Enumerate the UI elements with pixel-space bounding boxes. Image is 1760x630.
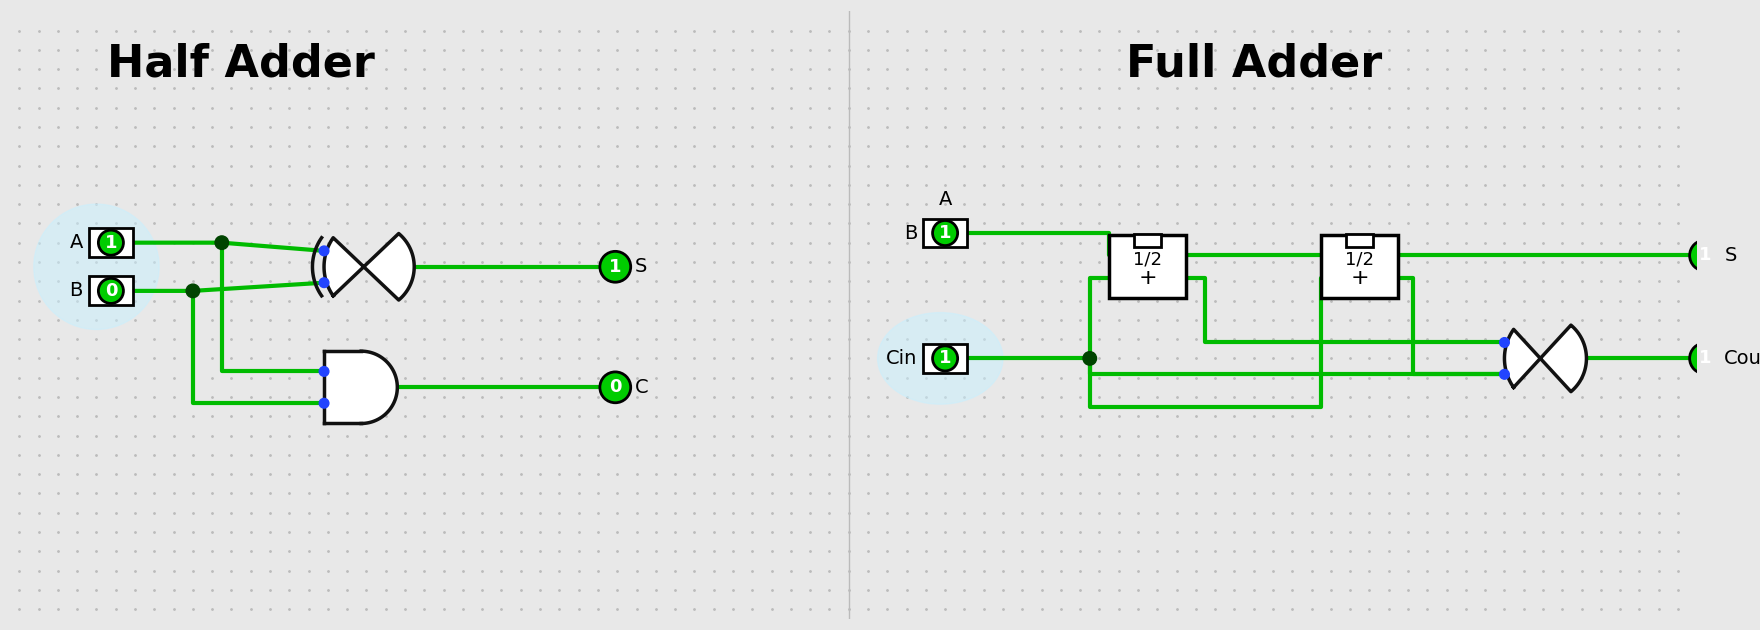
Text: S: S [635,257,648,277]
Circle shape [319,246,329,256]
Circle shape [1500,338,1510,347]
Circle shape [187,284,199,297]
Text: 1: 1 [1698,246,1711,265]
Circle shape [1690,240,1721,271]
Circle shape [319,367,329,376]
Bar [88,228,134,257]
Circle shape [933,220,957,246]
Text: 0: 0 [609,379,621,396]
Bar [88,277,134,306]
Circle shape [1500,369,1510,379]
Polygon shape [324,351,398,423]
Bar [1133,234,1162,247]
Text: B: B [70,282,83,301]
Ellipse shape [878,312,1003,404]
Bar [922,344,968,373]
Circle shape [319,278,329,287]
Circle shape [933,346,957,371]
Text: 1/2: 1/2 [1133,250,1162,268]
Circle shape [600,372,630,403]
Text: A: A [938,190,952,209]
Text: 1: 1 [609,258,621,276]
Circle shape [215,236,229,249]
Text: S: S [1725,246,1737,265]
Polygon shape [1505,325,1586,392]
Text: A: A [70,233,83,252]
Text: 1: 1 [938,350,952,367]
Ellipse shape [33,204,158,329]
Text: 1/2: 1/2 [1345,250,1375,268]
Text: 0: 0 [104,282,118,300]
Circle shape [319,398,329,408]
Text: 1: 1 [1698,350,1711,367]
Polygon shape [324,234,414,300]
Text: C: C [635,378,648,397]
Bar [1109,236,1186,298]
Text: 1: 1 [104,234,118,251]
Bar [1322,236,1399,298]
Text: +: + [1350,268,1369,289]
Text: 1: 1 [938,224,952,242]
Circle shape [99,230,123,255]
Bar [1346,234,1373,247]
Circle shape [1082,352,1096,365]
Bar [922,219,968,248]
Text: B: B [905,224,917,243]
Text: Half Adder: Half Adder [107,43,375,86]
Text: Full Adder: Full Adder [1126,43,1382,86]
Circle shape [99,278,123,304]
Text: +: + [1139,268,1156,289]
Text: Cout: Cout [1725,349,1760,368]
Circle shape [600,251,630,282]
Circle shape [1690,343,1721,374]
Text: Cin: Cin [885,349,917,368]
